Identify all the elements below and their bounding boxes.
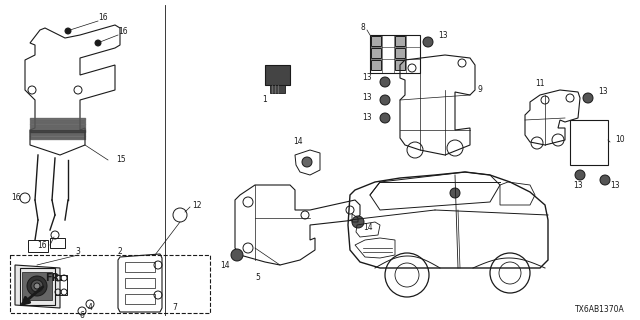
- Bar: [570, 120, 608, 165]
- Text: 13: 13: [362, 114, 372, 123]
- Text: 16: 16: [11, 194, 21, 203]
- Circle shape: [423, 37, 433, 47]
- Text: 9: 9: [478, 85, 483, 94]
- Circle shape: [583, 93, 593, 103]
- Text: 16: 16: [37, 241, 47, 250]
- Circle shape: [600, 175, 610, 185]
- Bar: [55, 275, 67, 295]
- Text: 2: 2: [118, 247, 122, 257]
- Bar: [395, 48, 405, 58]
- Bar: [370, 35, 420, 73]
- Text: 3: 3: [76, 247, 81, 257]
- Bar: [371, 60, 381, 70]
- Text: 13: 13: [362, 74, 372, 83]
- Text: 5: 5: [255, 274, 260, 283]
- Polygon shape: [15, 265, 60, 308]
- Text: 16: 16: [98, 13, 108, 22]
- Bar: [371, 36, 381, 46]
- Bar: [395, 36, 405, 46]
- Bar: [265, 65, 290, 85]
- Circle shape: [31, 280, 43, 292]
- Circle shape: [380, 77, 390, 87]
- Circle shape: [95, 40, 101, 46]
- Text: 13: 13: [598, 87, 607, 97]
- Circle shape: [380, 113, 390, 123]
- Text: FR.: FR.: [45, 273, 63, 283]
- Text: 1: 1: [262, 95, 268, 105]
- Text: 11: 11: [535, 78, 545, 87]
- Text: 16: 16: [118, 28, 127, 36]
- Text: 13: 13: [573, 181, 583, 190]
- Text: 10: 10: [615, 135, 625, 145]
- Circle shape: [575, 170, 585, 180]
- Circle shape: [352, 216, 364, 228]
- Text: 7: 7: [173, 303, 177, 313]
- Text: 4: 4: [88, 303, 92, 313]
- Text: 13: 13: [362, 93, 372, 102]
- Bar: [50, 238, 65, 248]
- Circle shape: [450, 188, 460, 198]
- Text: 13: 13: [610, 180, 620, 189]
- Circle shape: [34, 283, 40, 289]
- Bar: [22, 272, 52, 300]
- Text: TX6AB1370A: TX6AB1370A: [575, 305, 625, 314]
- Text: 14: 14: [293, 138, 303, 147]
- Bar: [125, 262, 155, 272]
- Text: 14: 14: [363, 223, 373, 233]
- Text: 8: 8: [360, 23, 365, 33]
- Text: 12: 12: [192, 201, 202, 210]
- Circle shape: [380, 95, 390, 105]
- Text: 15: 15: [116, 156, 125, 164]
- Bar: [395, 60, 405, 70]
- Text: 6: 6: [79, 310, 84, 319]
- Circle shape: [27, 276, 47, 296]
- Bar: [270, 85, 285, 93]
- Bar: [125, 294, 155, 304]
- Bar: [10, 255, 210, 313]
- Bar: [371, 48, 381, 58]
- Text: 13: 13: [438, 30, 447, 39]
- Text: 14: 14: [220, 260, 230, 269]
- Circle shape: [65, 28, 71, 34]
- Circle shape: [302, 157, 312, 167]
- Circle shape: [231, 249, 243, 261]
- Bar: [28, 240, 48, 252]
- Bar: [125, 278, 155, 288]
